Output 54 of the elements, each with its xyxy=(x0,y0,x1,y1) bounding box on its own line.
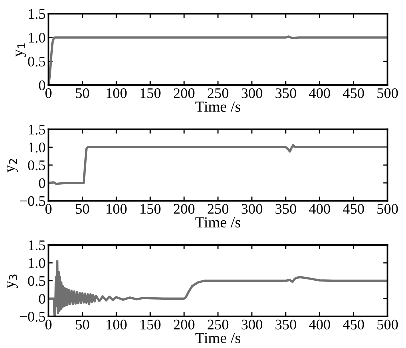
y-tick-label: 1.5 xyxy=(28,240,46,251)
x-tick-label: 450 xyxy=(343,88,364,98)
x-tick-label: 350 xyxy=(276,204,296,214)
y-tick-label: 0.5 xyxy=(28,276,46,286)
x-tick-label: 150 xyxy=(140,320,161,330)
y-tick-label: 0.5 xyxy=(28,160,46,171)
y-axis-title: y$_{3}$ xyxy=(8,274,18,288)
y-tick-label: 0 xyxy=(39,294,46,304)
x-tick-label: 500 xyxy=(378,88,398,98)
x-tick-label: 400 xyxy=(309,88,330,98)
y-tick-label: 1.5 xyxy=(28,125,46,135)
y-axis-title: y$_{2}$ xyxy=(8,159,18,173)
x-tick-label: 200 xyxy=(174,204,195,214)
y-axis-title: y$_{1}$ xyxy=(16,44,26,57)
x-tick-label: 250 xyxy=(208,88,229,98)
x-tick-label: 250 xyxy=(208,320,229,330)
y-tick-label: 1.0 xyxy=(28,33,46,43)
x-tick-label: 150 xyxy=(140,88,161,98)
y-tick-label: 1.5 xyxy=(28,9,46,20)
y-tick-label: −0.5 xyxy=(20,196,46,206)
x-tick-label: 450 xyxy=(343,320,364,330)
x-axis-title: Time /s xyxy=(196,333,241,344)
x-tick-label: 200 xyxy=(174,320,195,330)
x-tick-label: 300 xyxy=(242,88,263,98)
y-tick-label: 1.0 xyxy=(28,258,46,268)
line-series xyxy=(48,144,388,186)
y-tick-label: 1.0 xyxy=(28,142,46,153)
x-tick-label: 100 xyxy=(106,204,127,214)
x-tick-label: 50 xyxy=(76,320,90,330)
x-tick-label: 50 xyxy=(76,88,90,98)
y-tick-label: 0.5 xyxy=(28,56,46,67)
x-tick-label: 300 xyxy=(242,320,263,330)
x-tick-label: 200 xyxy=(174,88,195,98)
x-axis-title: Time /s xyxy=(196,217,241,228)
x-tick-label: 450 xyxy=(343,204,364,214)
x-tick-label: 0 xyxy=(46,204,52,214)
x-tick-label: 0 xyxy=(46,88,52,98)
x-tick-label: 150 xyxy=(140,204,161,214)
x-tick-label: 350 xyxy=(276,88,296,98)
y-tick-label: −0.5 xyxy=(20,312,46,322)
x-tick-label: 500 xyxy=(378,204,398,214)
x-tick-label: 250 xyxy=(208,204,229,214)
x-tick-label: 50 xyxy=(76,204,90,214)
y-tick-label: 0 xyxy=(39,178,46,188)
x-tick-label: 100 xyxy=(106,88,127,98)
y-tick-label: 0 xyxy=(39,80,46,91)
x-tick-label: 400 xyxy=(309,320,330,330)
x-tick-label: 500 xyxy=(378,320,398,330)
x-tick-label: 0 xyxy=(46,320,52,330)
x-tick-label: 100 xyxy=(106,320,127,330)
x-axis-title: Time /s xyxy=(196,102,241,112)
x-tick-label: 300 xyxy=(242,204,263,214)
x-tick-label: 400 xyxy=(309,204,330,214)
x-tick-label: 350 xyxy=(276,320,296,330)
